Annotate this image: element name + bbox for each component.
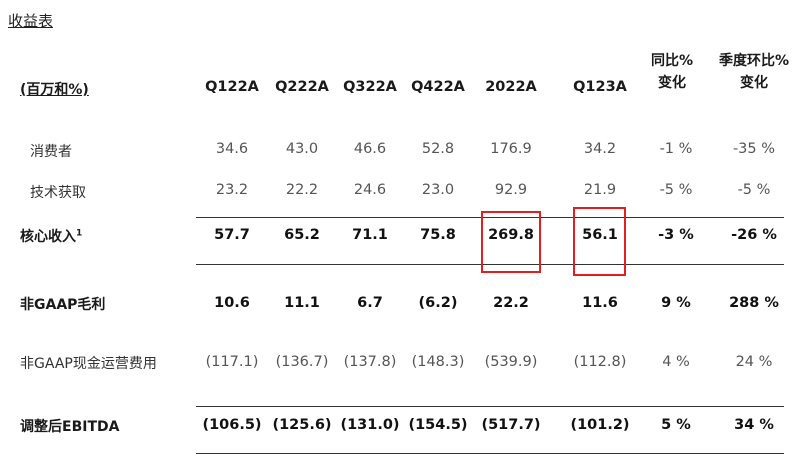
table-cell: (112.8) — [573, 354, 627, 370]
table-cell: 22.2 — [493, 295, 529, 311]
col-header-yoy-line2: 变化 — [658, 75, 686, 91]
table-cell: 24.6 — [353, 182, 387, 198]
table-cell: 11.6 — [582, 295, 618, 311]
table-cell: 46.6 — [353, 141, 387, 157]
table-cell: (101.2) — [570, 417, 630, 433]
col-header-q122a: Q122A — [205, 79, 259, 95]
col-header-q123a: Q123A — [573, 79, 627, 95]
table-cell: 176.9 — [490, 141, 532, 157]
table-cell: 5 % — [661, 417, 691, 433]
statement-title: 收益表 — [8, 12, 54, 30]
table-cell: (539.9) — [484, 354, 538, 370]
table-cell: -5 % — [737, 182, 771, 198]
table-rule — [196, 264, 784, 265]
table-cell: (106.5) — [202, 417, 262, 433]
table-cell: 52.8 — [421, 141, 455, 157]
table-cell: -1 % — [659, 141, 693, 157]
highlight-box-q123a — [573, 207, 626, 276]
table-cell: (137.8) — [343, 354, 397, 370]
row-label-adjusted-ebitda: 调整后EBITDA — [20, 419, 120, 435]
table-cell: -26 % — [731, 227, 777, 243]
table-cell: 23.0 — [421, 182, 455, 198]
table-cell: 24 % — [735, 354, 773, 370]
col-header-qoq: 季度环比% 变化 — [706, 50, 800, 94]
table-cell: 34.2 — [583, 141, 617, 157]
table-cell: 269.8 — [488, 227, 534, 243]
table-cell: 43.0 — [285, 141, 319, 157]
row-label-tech-acquisition: 技术获取 — [30, 185, 86, 201]
table-cell: 65.2 — [284, 227, 320, 243]
table-cell: (517.7) — [481, 417, 541, 433]
col-header-2022a: 2022A — [485, 79, 537, 95]
col-header-yoy: 同比% 变化 — [632, 50, 712, 94]
table-rule — [196, 406, 784, 407]
table-cell: (148.3) — [411, 354, 465, 370]
col-header-q222a: Q222A — [275, 79, 329, 95]
col-header-q422a: Q422A — [411, 79, 465, 95]
col-header-qoq-line2: 变化 — [740, 75, 768, 91]
col-header-qoq-line1: 季度环比% — [718, 53, 790, 69]
table-cell: 57.7 — [214, 227, 250, 243]
table-cell: (117.1) — [205, 354, 259, 370]
table-cell: (131.0) — [340, 417, 400, 433]
row-label-non-gaap-cash-opex: 非GAAP现金运营费用 — [20, 356, 157, 372]
table-cell: 34 % — [734, 417, 774, 433]
table-cell: 11.1 — [284, 295, 320, 311]
unit-label: (百万和%) — [20, 82, 89, 98]
table-cell: (154.5) — [408, 417, 468, 433]
table-cell: 71.1 — [352, 227, 388, 243]
highlight-box-2022a — [481, 211, 541, 273]
table-cell: 56.1 — [582, 227, 618, 243]
table-cell: 92.9 — [494, 182, 528, 198]
table-cell: 34.6 — [215, 141, 249, 157]
table-cell: 4 % — [662, 354, 690, 370]
table-cell: 22.2 — [285, 182, 319, 198]
table-cell: 9 % — [661, 295, 691, 311]
table-cell: (125.6) — [272, 417, 332, 433]
table-cell: -5 % — [659, 182, 693, 198]
table-cell: 288 % — [729, 295, 779, 311]
table-cell: (6.2) — [418, 295, 458, 311]
table-cell: 75.8 — [420, 227, 456, 243]
table-cell: 21.9 — [583, 182, 617, 198]
col-header-yoy-line1: 同比% — [650, 53, 694, 69]
table-cell: -35 % — [732, 141, 776, 157]
row-label-non-gaap-gross-profit: 非GAAP毛利 — [20, 297, 106, 313]
table-cell: -3 % — [658, 227, 694, 243]
table-cell: 6.7 — [357, 295, 383, 311]
footnote-marker: 1 — [76, 228, 83, 239]
table-cell: 23.2 — [215, 182, 249, 198]
core-revenue-text: 核心收入 — [20, 229, 76, 245]
row-label-core-revenue: 核心收入1 — [20, 226, 82, 246]
row-label-consumer: 消费者 — [30, 144, 72, 160]
table-cell: 10.6 — [214, 295, 250, 311]
table-cell: (136.7) — [275, 354, 329, 370]
col-header-q322a: Q322A — [343, 79, 397, 95]
table-rule — [196, 453, 784, 454]
table-rule — [196, 217, 784, 218]
